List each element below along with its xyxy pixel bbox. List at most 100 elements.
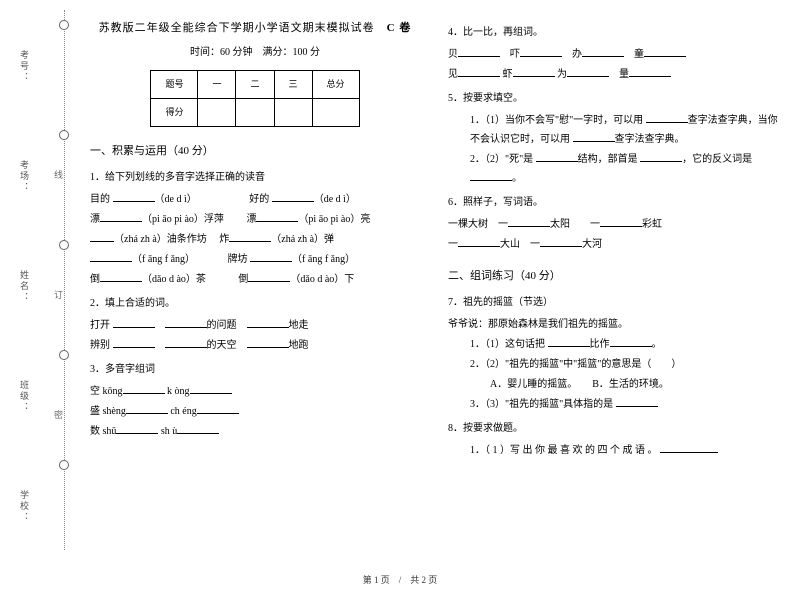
q7-sub: 2．（2）"祖先的摇篮"中"摇篮"的意思是（ ） xyxy=(448,355,778,374)
blank xyxy=(90,231,114,242)
text: 办 xyxy=(572,49,582,60)
score-table: 题号 一 二 三 总分 得分 xyxy=(150,70,359,127)
score-cell: 题号 xyxy=(151,70,198,98)
blank xyxy=(247,317,289,328)
blank xyxy=(536,151,578,162)
text: 吓 xyxy=(510,49,520,60)
blank xyxy=(600,216,642,227)
blank xyxy=(660,442,718,453)
score-cell: 得分 xyxy=(151,98,198,126)
text: 辨别 xyxy=(90,340,110,351)
score-cell: 一 xyxy=(198,70,236,98)
score-label: 满分： xyxy=(263,47,293,58)
blank xyxy=(126,403,168,414)
table-row: 题号 一 二 三 总分 xyxy=(151,70,359,98)
question-6: 6．照样子，写词语。 xyxy=(448,193,778,212)
binding-label: 考场： xyxy=(18,160,31,193)
binding-label: 姓名： xyxy=(18,270,31,303)
text: 一 xyxy=(590,219,600,230)
page-content: 苏教版二年级全能综合下学期小学语文期末模拟试卷 C 卷 时间：60 分钟 满分：… xyxy=(90,18,780,558)
q1-line: 漂（pi āo pi ào）浮萍 漂（pi āo pi ào）亮 xyxy=(90,210,420,229)
score-cell: 二 xyxy=(236,70,274,98)
blank xyxy=(616,396,658,407)
blank xyxy=(458,46,500,57)
q7-sub: 1．（1）这句话把 比作。 xyxy=(448,335,778,354)
text: （de d ì） xyxy=(155,194,197,205)
blank xyxy=(177,423,219,434)
text: 目的 xyxy=(90,194,110,205)
blank xyxy=(229,231,271,242)
text: 2．（2）"祖先的摇篮"中"摇篮"的意思是（ xyxy=(470,359,651,370)
blank xyxy=(573,131,615,142)
blank xyxy=(165,317,207,328)
exam-title: 苏教版二年级全能综合下学期小学语文期末模拟试卷 C 卷 xyxy=(90,18,420,39)
blank xyxy=(610,336,652,347)
title-suffix: C 卷 xyxy=(387,22,412,34)
text: 一 xyxy=(498,219,508,230)
binding-circle-icon xyxy=(59,240,69,250)
left-column: 苏教版二年级全能综合下学期小学语文期末模拟试卷 C 卷 时间：60 分钟 满分：… xyxy=(90,18,420,558)
page-footer: 第 1 页 / 共 2 页 xyxy=(0,573,800,586)
question-4: 4．比一比，再组词。 xyxy=(448,23,778,42)
text: 贝 xyxy=(448,49,458,60)
text: 倒 xyxy=(238,274,248,285)
text: 地跑 xyxy=(289,340,309,351)
question-8: 8．按要求做题。 xyxy=(448,419,778,438)
blank xyxy=(513,66,555,77)
exam-subtitle: 时间：60 分钟 满分：100 分 xyxy=(90,43,420,62)
binding-word: 密 xyxy=(52,410,65,419)
text: （f āng f ǎng） xyxy=(292,254,355,265)
right-column: 4．比一比，再组词。 贝 吓 办 童 见 虾 为 量 5．按要求填空。 1．（1… xyxy=(448,18,778,558)
binding-label: 考号： xyxy=(18,50,31,83)
binding-circle-icon xyxy=(59,20,69,30)
text: （dǎo d ào）茶 xyxy=(142,274,206,285)
blank xyxy=(256,211,298,222)
text: ch éng xyxy=(170,406,196,417)
blank xyxy=(629,66,671,77)
text: 大山 xyxy=(500,239,520,250)
text: ，它的反义词是 xyxy=(682,154,752,165)
binding-word: 线 xyxy=(52,170,65,179)
score-cell: 三 xyxy=(274,70,312,98)
text: 漂 xyxy=(246,214,256,225)
q6-line: 一棵大树 一太阳 一彩虹 xyxy=(448,215,778,234)
q4-line: 贝 吓 办 童 xyxy=(448,45,778,64)
blank xyxy=(582,46,624,57)
q7-text: 爷爷说：那原始森林是我们祖先的摇篮。 xyxy=(448,315,778,334)
score-cell xyxy=(236,98,274,126)
blank xyxy=(113,317,155,328)
q1-line: （f āng f ǎng） 牌坊 （f āng f ǎng） xyxy=(90,250,420,269)
title-prefix: 苏教版二年级全能综合下学期小学语文期末模拟试卷 xyxy=(99,22,375,34)
blank xyxy=(248,271,290,282)
blank xyxy=(520,46,562,57)
blank xyxy=(540,236,582,247)
text: 见 xyxy=(448,69,458,80)
blank xyxy=(247,337,289,348)
blank xyxy=(113,337,155,348)
blank xyxy=(100,271,142,282)
blank xyxy=(458,66,500,77)
text: 地走 xyxy=(289,320,309,331)
binding-circle-icon xyxy=(59,350,69,360)
q2-line: 辨别 的天空 地跑 xyxy=(90,336,420,355)
text: 量 xyxy=(619,69,629,80)
blank xyxy=(197,403,239,414)
q1-line: 目的 （de d ì） 好的 （de d ì） xyxy=(90,190,420,209)
text: 1．（1）当你不会写"慰"一字时，可以用 xyxy=(470,115,643,126)
section-heading: 二、组词练习（40 分） xyxy=(448,266,778,287)
text: 空 kōng xyxy=(90,386,123,397)
text: （zhá zh à）油条作坊 xyxy=(114,234,207,245)
q7-sub: 3．（3）"祖先的摇篮"具体指的是 xyxy=(448,395,778,414)
table-row: 得分 xyxy=(151,98,359,126)
text: （pi āo pi ào）亮 xyxy=(298,214,370,225)
blank xyxy=(272,191,314,202)
q3-line: 盛 shèng ch éng xyxy=(90,402,420,421)
section-heading: 一、积累与运用（40 分） xyxy=(90,141,420,162)
blank xyxy=(644,46,686,57)
q5-line: 2．（2）"死"是 结构，部首是 ，它的反义词是。 xyxy=(448,150,778,188)
blank xyxy=(113,191,155,202)
text: 打开 xyxy=(90,320,110,331)
q6-line: 一大山 一大河 xyxy=(448,235,778,254)
blank xyxy=(250,251,292,262)
q3-line: 空 kōng k òng xyxy=(90,382,420,401)
